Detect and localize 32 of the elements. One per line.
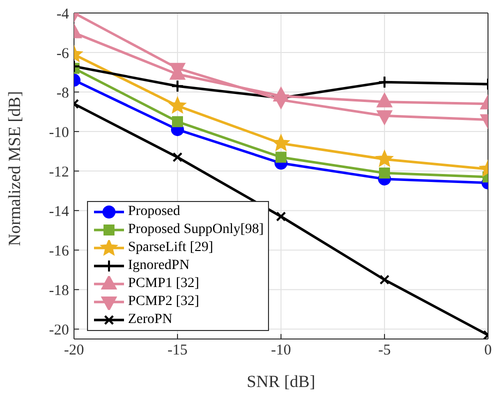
y-tick-label: -20 [49, 322, 69, 338]
legend-label: Proposed SuppOnly[98] [128, 222, 264, 238]
y-tick-label: -8 [56, 85, 69, 102]
legend-label: PCMP1 [32] [128, 276, 200, 292]
y-tick-label: -10 [49, 124, 69, 141]
legend-label: PCMP2 [32] [128, 294, 200, 310]
x-tick-label: -5 [378, 342, 391, 359]
point [272, 134, 290, 151]
point [168, 96, 186, 114]
y-tick-label: -6 [56, 46, 70, 62]
point [276, 212, 286, 222]
y-tick-label: -4 [56, 6, 70, 22]
y-tick-label: -18 [49, 282, 69, 299]
y-tick-label: -14 [49, 204, 70, 220]
legend-label: IgnoredPN [128, 258, 190, 274]
y-tick-label: -16 [49, 243, 70, 260]
point [377, 93, 392, 108]
x-tick-label: 0 [484, 342, 492, 359]
point [172, 152, 182, 162]
point [172, 116, 183, 128]
x-axis-title: SNR [dB] [246, 372, 316, 391]
point [276, 152, 286, 163]
legend-label: Proposed [128, 204, 180, 220]
x-tick-label: -10 [271, 342, 291, 359]
legend-label: ZeroPN [128, 312, 172, 328]
point [379, 168, 390, 179]
point [376, 150, 394, 167]
x-tick-label: -15 [168, 342, 188, 359]
point [380, 274, 390, 285]
y-tick-label: -12 [49, 164, 69, 180]
legend-label: SparseLift [29] [128, 240, 214, 256]
y-axis-title: Normalized MSE [dB] [5, 91, 24, 246]
